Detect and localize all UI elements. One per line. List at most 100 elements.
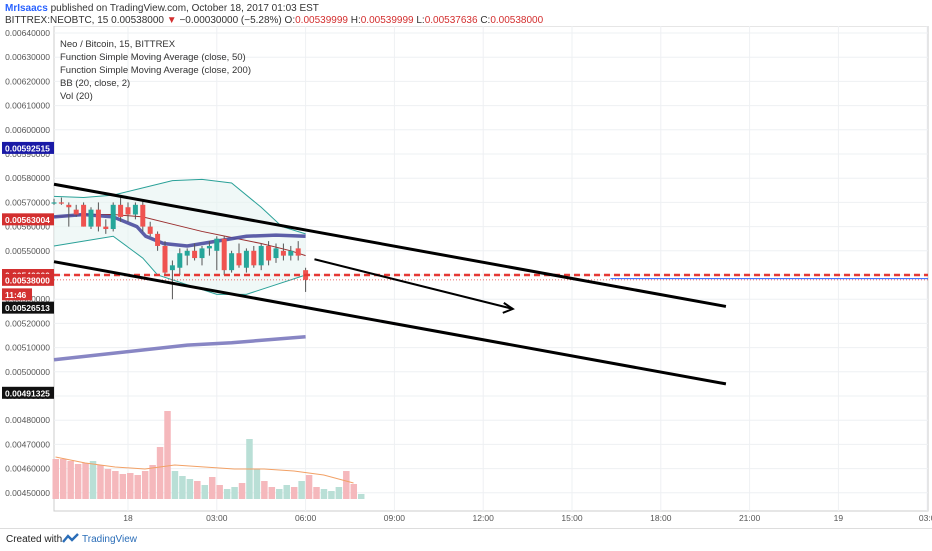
volume-bar [119, 474, 127, 499]
volume-bar [104, 469, 112, 499]
candle-body [258, 245, 264, 266]
created-with-label: Created with [6, 534, 63, 545]
last-price: 0.00538000 [111, 15, 164, 26]
y-tick-label: 0.00570000 [5, 197, 50, 207]
candle-body [184, 250, 190, 256]
time-axis: 18 03:00 06:00 09:00 12:00 15:00 18:00 21:00 19 0… [123, 513, 932, 523]
volume-bar [89, 461, 97, 499]
price-tags: 0.005925150.005630040.005400000.00538000… [2, 141, 54, 399]
x-tick-label: 18 [123, 513, 133, 523]
volume-bar [208, 477, 216, 499]
volume-bar [223, 489, 231, 499]
volume-bar [231, 487, 238, 499]
x-tick-label: 06:00 [295, 513, 317, 523]
indicator-lines [53, 178, 306, 362]
candle-body [88, 209, 94, 227]
candle-body [66, 204, 72, 208]
high-label: H: [350, 15, 361, 26]
tradingview-brand[interactable]: TradingView [82, 534, 138, 545]
change-value: −0.00030000 (−5.28%) [179, 15, 282, 26]
candle-body [206, 245, 212, 249]
price-tag-label: 0.00538000 [5, 275, 50, 285]
candle-body [199, 248, 205, 259]
y-tick-label: 0.00510000 [5, 343, 50, 353]
volume-bars [52, 411, 365, 499]
y-tick-label: 0.00590000 [5, 149, 50, 159]
chart-legend: Neo / Bitcoin, 15, BITTREX Function Simp… [60, 39, 251, 102]
price-tag-label: 11:46 [5, 290, 27, 300]
price-tag-label: 0.00526513 [5, 303, 50, 313]
down-arrow-icon: ▼ [166, 15, 177, 26]
volume-bar [276, 489, 283, 499]
volume-bar [97, 465, 104, 499]
y-tick-label: 0.00630000 [5, 52, 50, 62]
author-link[interactable]: MrIsaacs [5, 3, 48, 14]
x-tick-label: 19 [834, 513, 844, 523]
publish-info: MrIsaacs published on TradingView.com, O… [5, 3, 319, 14]
candle-body [295, 248, 301, 256]
candle-body [95, 209, 101, 227]
open-label: O: [284, 15, 296, 26]
candle-body [125, 207, 131, 215]
volume-bar [82, 463, 89, 499]
price-tag-label: 0.00491325 [5, 388, 50, 398]
volume-bar [350, 484, 358, 499]
candle-body [162, 245, 168, 273]
trend-line-lower [53, 260, 727, 386]
y-tick-label: 0.00520000 [5, 318, 50, 328]
x-tick-label: 03:0 [919, 513, 932, 523]
candle-body [147, 226, 153, 234]
trend-line-drawings [53, 182, 928, 386]
volume-bar [343, 471, 350, 499]
sma-thick-line [53, 212, 306, 248]
volume-bar [261, 481, 268, 499]
volume-bar [59, 459, 67, 499]
bb-upper-line [53, 178, 306, 235]
legend-volume: Vol (20) [60, 91, 93, 102]
price-chart[interactable]: 0.00640000 0.00630000 0.00620000 0.00610000… [0, 26, 932, 528]
candle-body [229, 253, 235, 271]
volume-bar [134, 475, 141, 499]
arrow-head [502, 302, 515, 314]
volume-bar [305, 475, 313, 499]
x-tick-label: 15:00 [561, 513, 583, 523]
volume-bar [238, 483, 246, 499]
volume-bar [194, 481, 201, 499]
y-tick-label: 0.00460000 [5, 464, 50, 474]
candle-body [73, 209, 79, 215]
volume-bar [171, 471, 179, 499]
y-tick-label: 0.00620000 [5, 76, 50, 86]
x-tick-label: 21:00 [739, 513, 761, 523]
volume-bar [357, 494, 365, 499]
price-tag-bg [2, 273, 54, 286]
candle-body [155, 233, 161, 246]
price-tag-label: 0.00592515 [5, 143, 50, 153]
candle-body [236, 253, 242, 266]
published-text: published on TradingView.com, October 18… [50, 3, 319, 14]
legend-sma-50: Function Simple Moving Average (close, 5… [60, 52, 246, 63]
price-tag-bg [2, 141, 54, 154]
price-tag-bg [2, 213, 54, 226]
y-tick-label: 0.00550000 [5, 246, 50, 256]
volume-bar [320, 489, 328, 499]
volume-bar [156, 447, 164, 499]
y-tick-label: 0.00560000 [5, 222, 50, 232]
open-value: 0.00539999 [295, 15, 348, 26]
volume-bar [216, 485, 223, 499]
close-label: C: [480, 15, 491, 26]
volume-bar [283, 485, 290, 499]
candle-body [51, 202, 57, 204]
candle-body [192, 250, 198, 259]
candle-body [280, 250, 286, 256]
volume-bar [313, 487, 320, 499]
candle-body [214, 238, 220, 251]
candle-body [110, 204, 116, 230]
volume-bar [67, 461, 74, 499]
low-label: L: [416, 15, 425, 26]
price-tag-label: 0.00563004 [5, 215, 50, 225]
tradingview-logo-icon [62, 533, 79, 543]
chart-header: MrIsaacs published on TradingView.com, O… [0, 0, 932, 26]
candle-body [243, 250, 249, 268]
y-tick-label: 0.00640000 [5, 28, 50, 38]
candlesticks [51, 197, 309, 300]
